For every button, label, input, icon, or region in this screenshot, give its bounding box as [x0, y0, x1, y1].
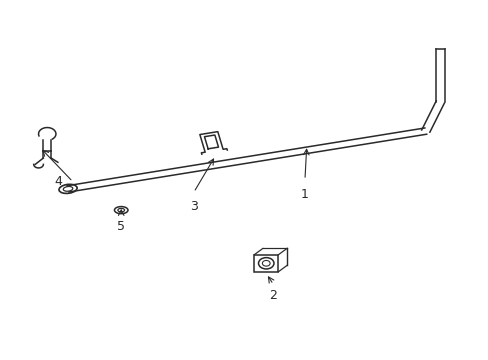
- Text: 4: 4: [54, 175, 62, 188]
- Bar: [254, 255, 278, 272]
- Text: 3: 3: [189, 200, 197, 213]
- Text: 1: 1: [301, 188, 308, 201]
- Text: 2: 2: [269, 289, 277, 302]
- Text: 5: 5: [117, 220, 125, 233]
